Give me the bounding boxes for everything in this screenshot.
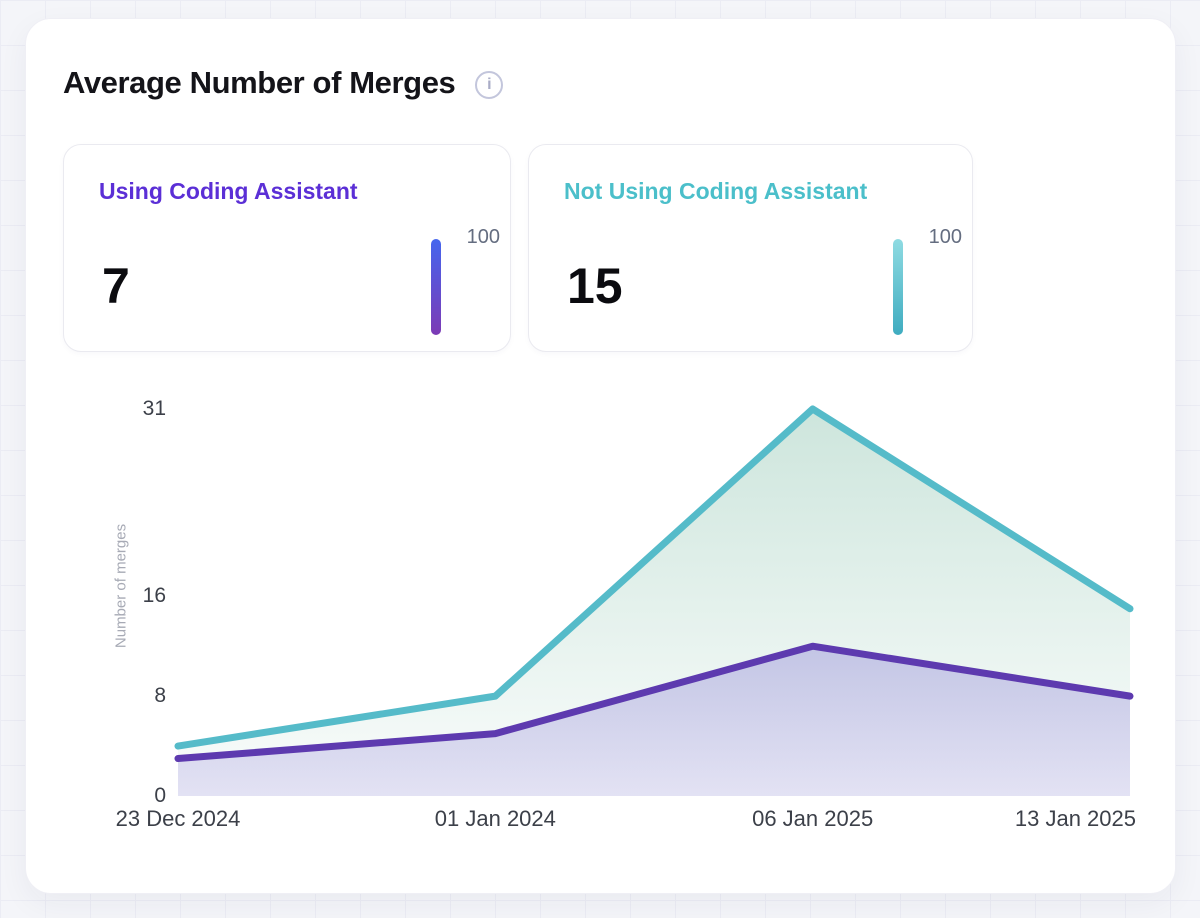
- y-tick-label: 31: [142, 397, 166, 420]
- stat-card-using-assistant: Using Coding Assistant 7 100: [63, 144, 511, 352]
- series-line-1: [174, 405, 1134, 750]
- merges-area-chart[interactable]: Number of merges 0 8 16 31 23 Dec 2024 01 Jan…: [26, 19, 1175, 893]
- y-tick-label: 16: [142, 584, 166, 608]
- x-tick-label: 13 Jan 2025: [1014, 806, 1136, 831]
- y-tick-label: 0: [154, 784, 166, 807]
- stat-card-label: Using Coding Assistant: [99, 178, 358, 204]
- info-icon[interactable]: i: [475, 71, 504, 99]
- page-title: Average Number of Merges: [63, 65, 456, 100]
- info-icon-glyph: i: [487, 76, 492, 93]
- y-tick-label: 8: [154, 684, 166, 708]
- x-tick-label: 23 Dec 2024: [115, 806, 241, 831]
- panel-header: Average Number of Merges i: [63, 65, 504, 101]
- x-tick-label: 01 Jan 2024: [434, 806, 556, 831]
- stat-card-value: 15: [567, 258, 623, 314]
- stat-card-not-using-assistant: Not Using Coding Assistant 15 100: [528, 144, 973, 352]
- stat-card-value: 7: [102, 258, 130, 314]
- x-tick-label: 06 Jan 2025: [752, 806, 874, 831]
- gauge-max-label: 100: [928, 226, 962, 248]
- stat-cards-row: Using Coding Assistant 7 100 Not Using C…: [63, 144, 973, 352]
- series-line-0: [174, 642, 1134, 763]
- stat-card-label: Not Using Coding Assistant: [564, 178, 868, 204]
- area-fill-0: [178, 646, 1130, 796]
- gauge-bar: [893, 239, 903, 335]
- chart-canvas[interactable]: [26, 19, 1177, 895]
- merges-panel: Average Number of Merges i Using Coding …: [25, 18, 1176, 894]
- gauge-bar: [431, 239, 441, 335]
- gauge-max-label: 100: [466, 226, 500, 248]
